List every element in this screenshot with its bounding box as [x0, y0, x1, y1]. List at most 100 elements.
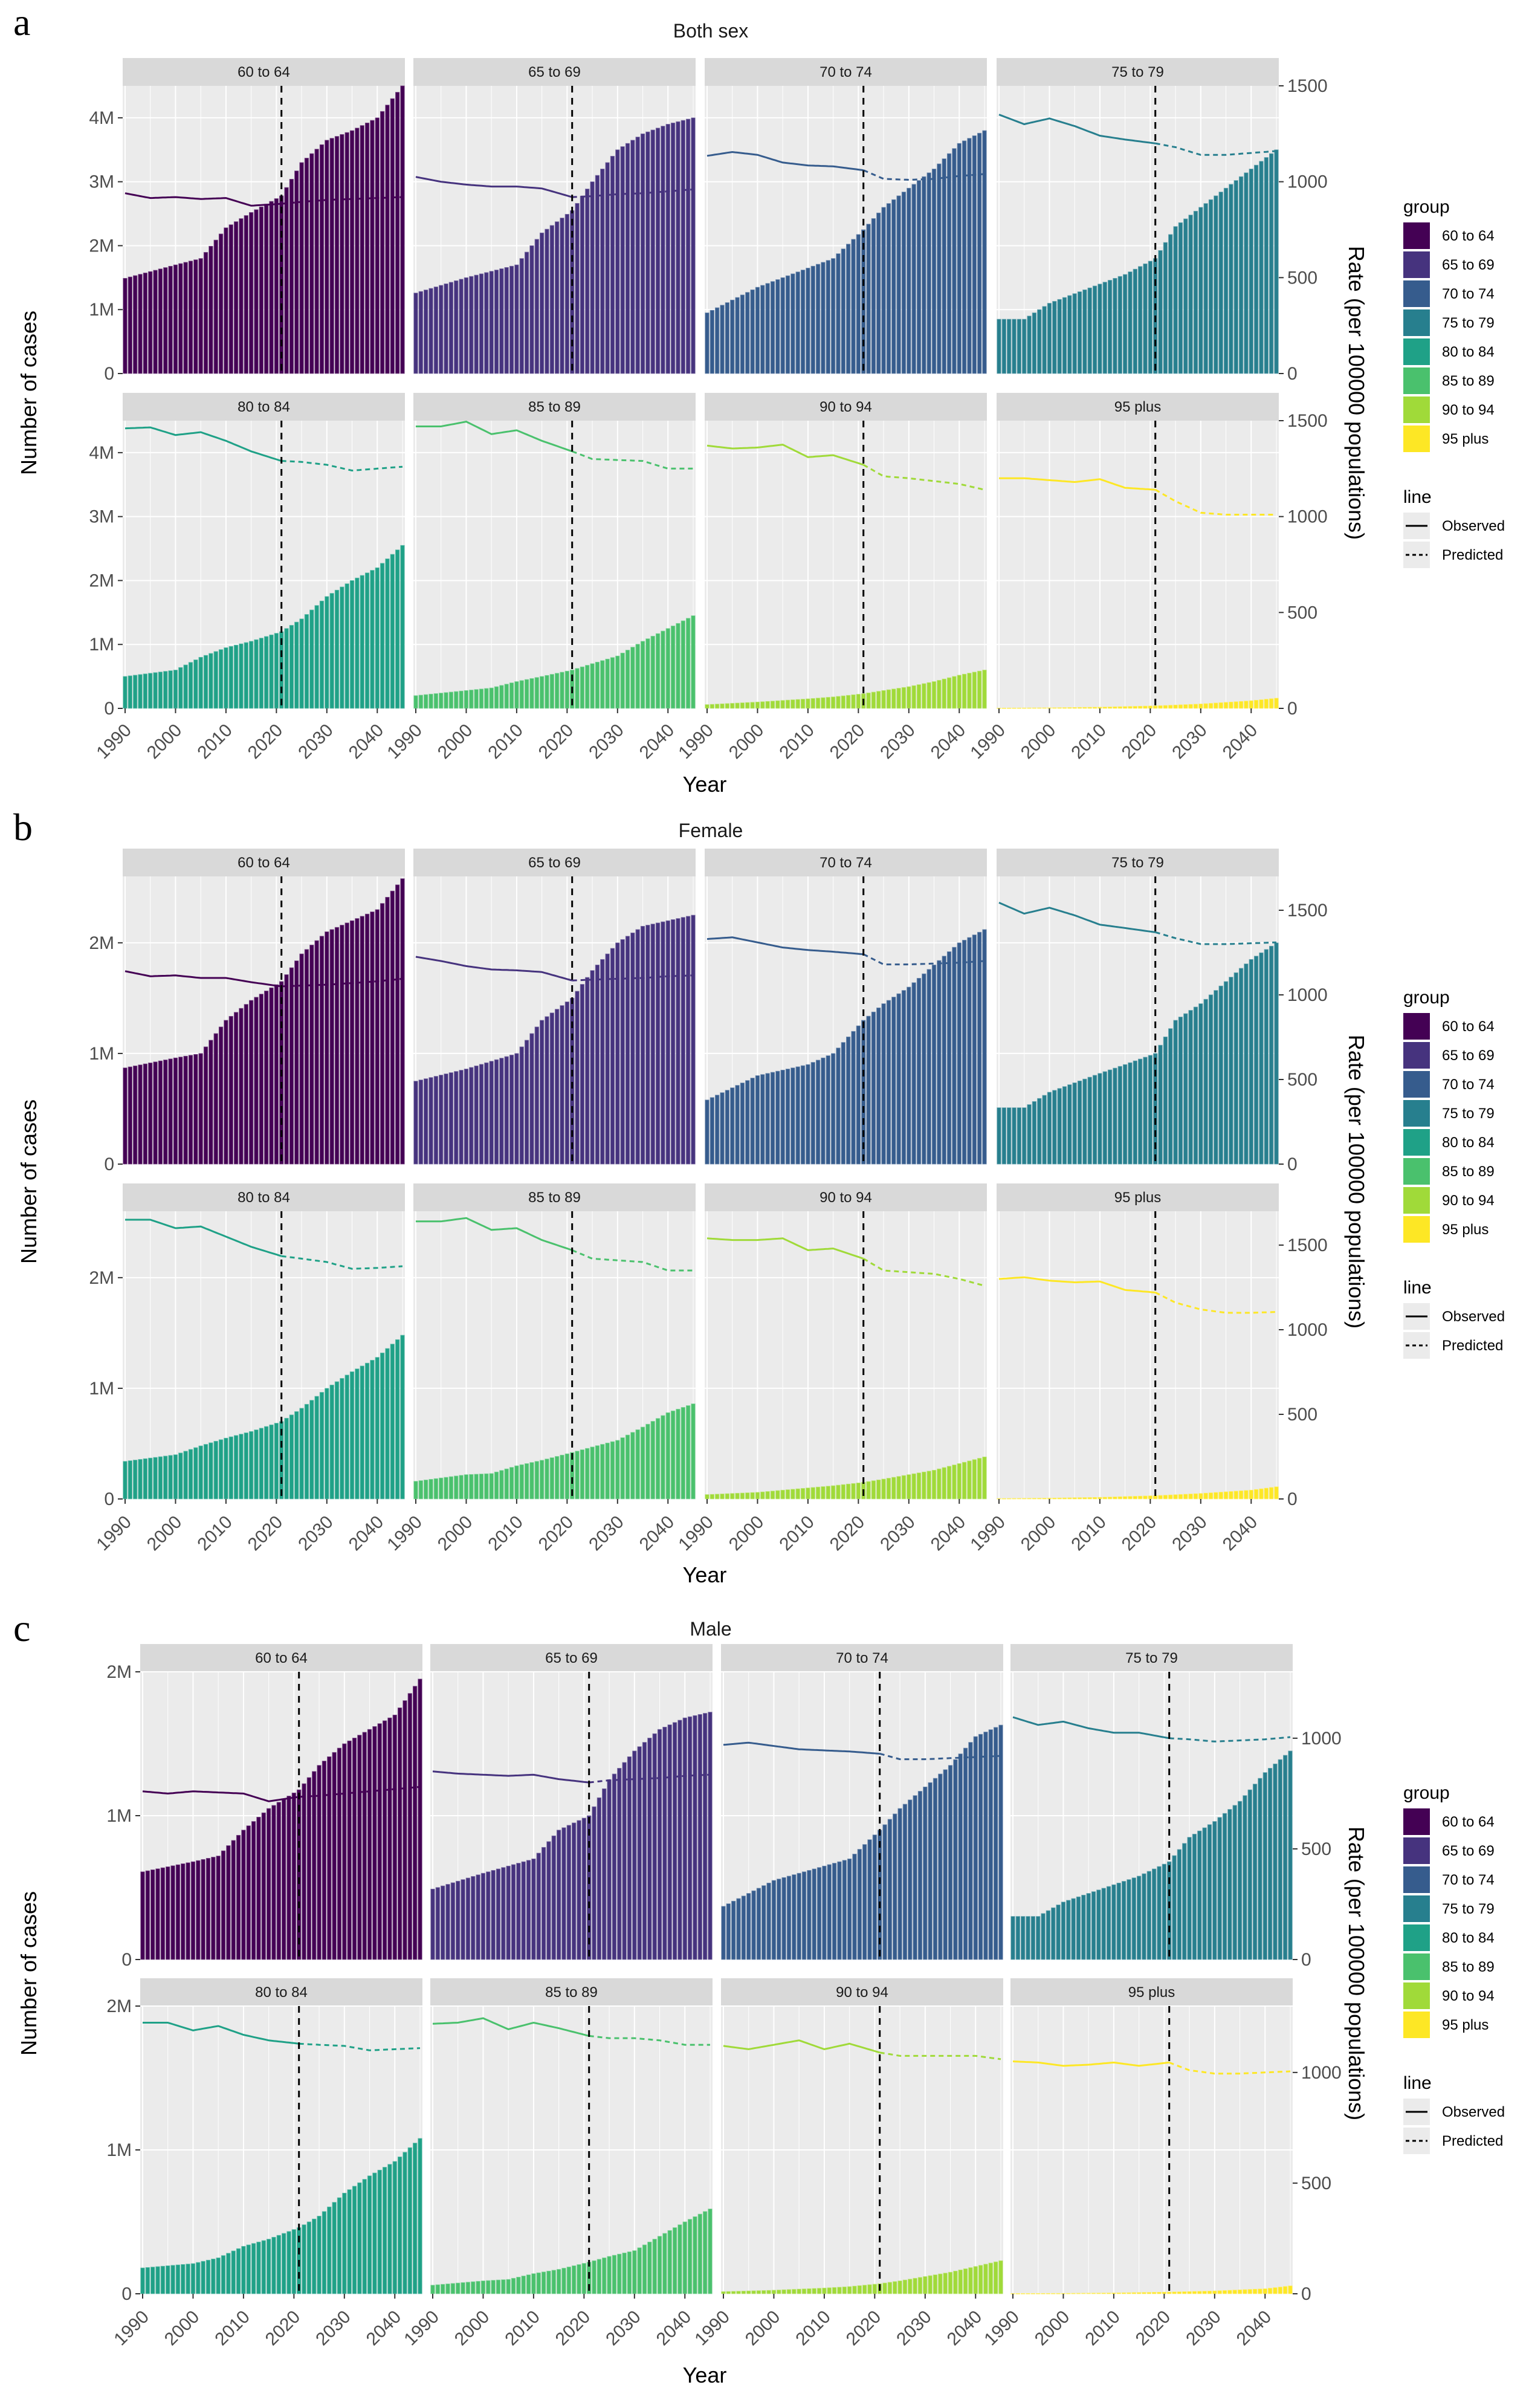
bar-2011	[246, 1825, 251, 1960]
bar-2033	[630, 932, 635, 1165]
bar-2019	[560, 218, 564, 374]
panel-background	[997, 1211, 1279, 1499]
bar-2023	[580, 984, 585, 1165]
bar-2045	[691, 914, 696, 1165]
bar-2032	[334, 1381, 340, 1500]
bar-1992	[424, 1480, 428, 1500]
bar-2004	[1067, 295, 1072, 374]
bar-1997	[175, 1864, 181, 1960]
bar-2004	[775, 700, 780, 709]
bar-2019	[286, 2231, 291, 2294]
bar-2037	[360, 1365, 364, 1500]
bar-2043	[680, 120, 685, 374]
bar-2004	[193, 1447, 198, 1500]
bar-2013	[239, 643, 244, 709]
bar-1997	[740, 1083, 745, 1165]
y-tick-label: 0	[121, 2284, 132, 2304]
bar-1993	[720, 1092, 725, 1165]
legend-line-title: line	[1403, 2073, 1432, 2093]
bar-2003	[188, 1055, 193, 1165]
bar-2011	[519, 1464, 524, 1500]
bar-2019	[851, 694, 856, 709]
bar-2004	[193, 1054, 198, 1165]
bar-2022	[284, 974, 289, 1165]
bar-1999	[459, 690, 464, 709]
bar-2017	[857, 2285, 862, 2294]
bar-2007	[499, 1058, 504, 1165]
facet-65-to-69: 65 to 69	[430, 1644, 713, 1960]
bar-1991	[710, 1097, 715, 1165]
bar-2033	[340, 586, 344, 709]
bar-1994	[143, 1458, 148, 1500]
y-tick-label: 0	[104, 364, 114, 384]
bar-1996	[153, 1061, 158, 1165]
bar-2002	[781, 2289, 786, 2294]
legend-swatch	[1403, 1895, 1430, 1922]
bar-2024	[312, 2218, 317, 2294]
bar-2001	[196, 1860, 201, 1960]
bar-2003	[496, 1868, 501, 1960]
bar-2018	[555, 1456, 560, 1500]
bar-2010	[514, 264, 519, 374]
bar-2017	[276, 1802, 281, 1960]
bar-2004	[484, 272, 489, 374]
bar-2037	[667, 2230, 672, 2294]
bar-1990	[705, 704, 710, 709]
bar-2007	[226, 2253, 231, 2294]
y-tick-label: 2M	[106, 1662, 132, 1682]
bar-2015	[248, 1431, 254, 1500]
bar-2036	[937, 163, 942, 374]
bar-2011	[810, 698, 815, 709]
bar-2023	[1163, 1037, 1168, 1165]
bar-1999	[459, 1070, 464, 1165]
bar-2034	[943, 1769, 948, 1960]
bar-2035	[640, 133, 645, 374]
bar-2041	[1253, 956, 1259, 1165]
bar-1992	[731, 2291, 736, 2294]
bar-2007	[1082, 1497, 1087, 1500]
bar-2026	[595, 1445, 600, 1500]
bar-2007	[1096, 2293, 1101, 2294]
bar-2036	[1229, 184, 1233, 374]
bar-2014	[551, 2270, 556, 2294]
bar-2009	[800, 1488, 806, 1500]
bar-2013	[256, 1816, 261, 1960]
bar-2035	[349, 580, 355, 709]
bar-2040	[375, 117, 380, 374]
bar-1999	[186, 1862, 190, 1960]
bar-1990	[123, 277, 128, 374]
bar-2024	[602, 1788, 607, 1960]
rate-line-observed	[998, 902, 1156, 933]
rate-line-predicted	[299, 1785, 421, 1798]
legend-swatch	[1403, 396, 1430, 423]
bar-1995	[148, 1457, 153, 1500]
y-tick-label: 1M	[106, 2140, 132, 2160]
bar-2034	[344, 922, 349, 1165]
bar-2032	[916, 684, 922, 709]
bar-2035	[931, 1469, 937, 1500]
bar-2013	[1127, 2292, 1131, 2294]
bar-2041	[1267, 2288, 1273, 2294]
bar-2004	[1081, 1894, 1086, 1960]
bar-2016	[1142, 1873, 1146, 1960]
bar-1994	[725, 1090, 730, 1165]
panel-label: b	[13, 806, 33, 849]
bar-2020	[872, 1834, 878, 1960]
bar-2022	[592, 2260, 596, 2294]
x-tick-label: 2010	[775, 1512, 818, 1555]
bar-2027	[617, 2253, 622, 2294]
bar-2042	[385, 105, 390, 374]
rate-line-observed	[706, 444, 864, 466]
bar-2020	[1148, 1495, 1153, 1500]
bar-2029	[319, 1392, 325, 1500]
bar-2009	[816, 2288, 822, 2294]
bar-2028	[1202, 2291, 1207, 2294]
bar-2031	[1217, 2290, 1222, 2294]
bar-2044	[1282, 1755, 1288, 1960]
rate-line-observed	[124, 192, 282, 207]
bar-2011	[810, 1487, 815, 1500]
bar-2039	[952, 1465, 957, 1500]
bar-2012	[1107, 707, 1113, 709]
bar-2016	[1128, 706, 1133, 709]
legend-line-label: Observed	[1442, 2104, 1505, 2120]
